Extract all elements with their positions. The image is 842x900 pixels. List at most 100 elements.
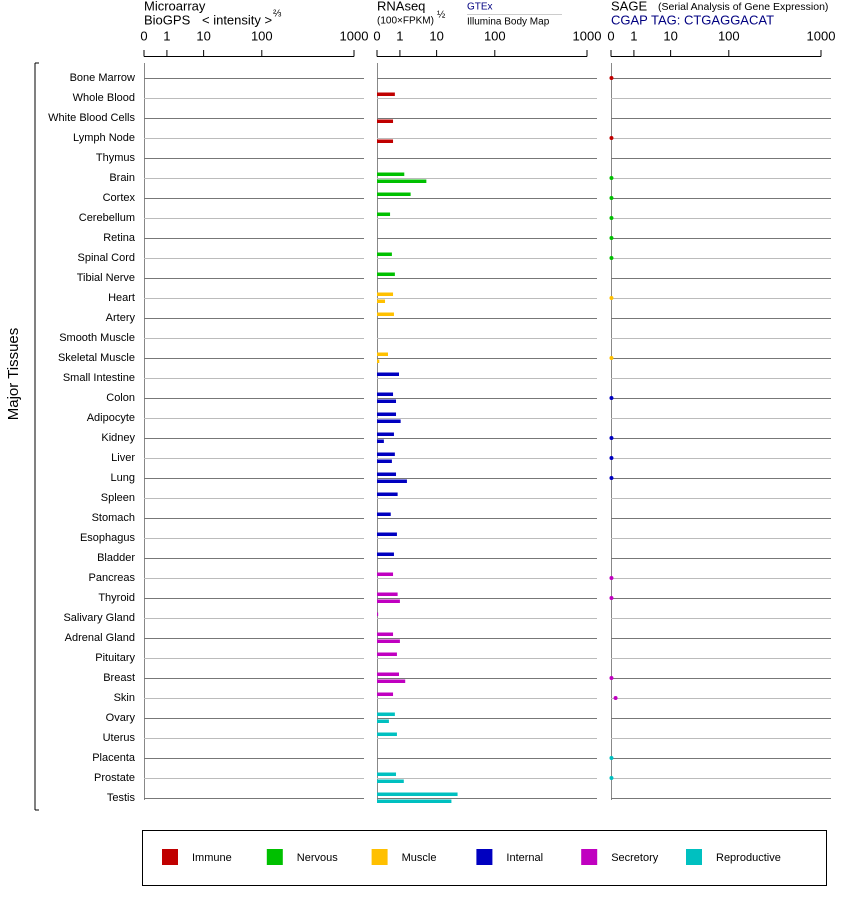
bar <box>377 672 399 676</box>
panel-subtitle: (Serial Analysis of Gene Expression) <box>658 1 828 13</box>
bar <box>377 552 394 556</box>
dot <box>609 756 614 760</box>
category-label: Tibial Nerve <box>77 272 135 284</box>
bar <box>377 719 389 723</box>
legend-swatch <box>581 849 598 865</box>
dot <box>609 436 614 440</box>
bar <box>377 119 394 123</box>
legend-swatch <box>476 849 493 865</box>
category-label: Whole Blood <box>73 92 135 104</box>
category-label: Cerebellum <box>79 212 135 224</box>
bar <box>377 479 407 483</box>
bar <box>377 772 397 776</box>
axis-label: < intensity > <box>202 12 272 27</box>
category-label: Thyroid <box>98 592 135 604</box>
bar <box>377 299 386 303</box>
y-axis-label: Major Tissues <box>5 328 22 421</box>
x-tick-label: 10 <box>429 28 443 43</box>
legend-swatch <box>686 849 702 865</box>
category-label: Stomach <box>92 512 135 524</box>
bar <box>377 352 388 356</box>
legend-label: Immune <box>192 852 232 864</box>
dot <box>609 396 614 400</box>
category-label: Adrenal Gland <box>65 632 135 644</box>
x-tick-label: 100 <box>251 28 273 43</box>
bar <box>377 652 397 656</box>
x-tick-label: 1000 <box>573 28 602 43</box>
axis-exponent: ½ <box>437 10 446 21</box>
bar <box>377 272 395 276</box>
dot <box>609 576 614 580</box>
category-label: Lung <box>111 472 135 484</box>
legend-label: Nervous <box>297 852 338 864</box>
bar <box>377 179 427 183</box>
category-label: Pituitary <box>95 652 135 664</box>
bar <box>377 139 394 143</box>
x-tick-label: 1 <box>163 28 170 43</box>
category-label: Pancreas <box>89 572 136 584</box>
category-label: Ovary <box>106 712 136 724</box>
legend-label: Muscle <box>402 852 437 864</box>
legend-swatch <box>266 849 283 865</box>
category-label: Colon <box>106 392 135 404</box>
bar <box>377 212 391 216</box>
bar <box>377 639 400 643</box>
category-label: Thymus <box>96 152 136 164</box>
dot <box>609 196 614 200</box>
dot <box>609 776 614 780</box>
dot <box>609 456 614 460</box>
category-label: Bladder <box>97 552 135 564</box>
category-label: Smooth Muscle <box>59 332 135 344</box>
series-name: Illumina Body Map <box>467 17 550 28</box>
category-label: White Blood Cells <box>48 112 135 124</box>
category-label: Retina <box>103 232 136 244</box>
category-label: Placenta <box>92 752 136 764</box>
dot <box>609 476 614 480</box>
bar <box>377 632 394 636</box>
bar <box>377 399 397 403</box>
bar <box>377 252 392 256</box>
bar <box>377 679 406 683</box>
bar <box>377 432 394 436</box>
panel-subtitle: BioGPS <box>144 12 191 27</box>
category-label: Small Intestine <box>63 372 135 384</box>
dot <box>609 356 614 360</box>
bar <box>377 172 405 176</box>
bar <box>377 372 399 376</box>
bar <box>377 419 401 423</box>
dot <box>609 596 614 600</box>
panel-tag: CGAP TAG: CTGAGGACAT <box>611 12 774 27</box>
bar <box>377 459 392 463</box>
bar <box>377 492 398 496</box>
bar <box>377 92 395 96</box>
bar <box>377 692 394 696</box>
category-label: Cortex <box>103 192 136 204</box>
category-label: Prostate <box>94 772 135 784</box>
bar <box>377 532 397 536</box>
bar <box>377 612 379 616</box>
bar <box>377 592 398 596</box>
x-tick-label: 1 <box>630 28 637 43</box>
category-label: Liver <box>111 452 135 464</box>
bar <box>377 712 395 716</box>
category-label: Kidney <box>101 432 135 444</box>
legend-label: Reproductive <box>716 852 781 864</box>
axis-label: (100×FPKM) <box>377 16 434 27</box>
category-label: Esophagus <box>80 532 136 544</box>
bar <box>377 452 395 456</box>
category-label: Lymph Node <box>73 132 135 144</box>
dot <box>609 236 614 240</box>
bar <box>377 192 411 196</box>
x-tick-label: 1 <box>396 28 403 43</box>
bar <box>377 392 394 396</box>
bar <box>377 439 384 443</box>
bar <box>377 572 394 576</box>
x-tick-label: 10 <box>663 28 677 43</box>
category-label: Testis <box>107 792 136 804</box>
legend-swatch <box>162 849 178 865</box>
legend-label: Secretory <box>611 852 659 864</box>
category-label: Artery <box>106 312 136 324</box>
category-label: Salivary Gland <box>63 612 135 624</box>
bar <box>377 799 452 803</box>
category-label: Spinal Cord <box>78 252 135 264</box>
